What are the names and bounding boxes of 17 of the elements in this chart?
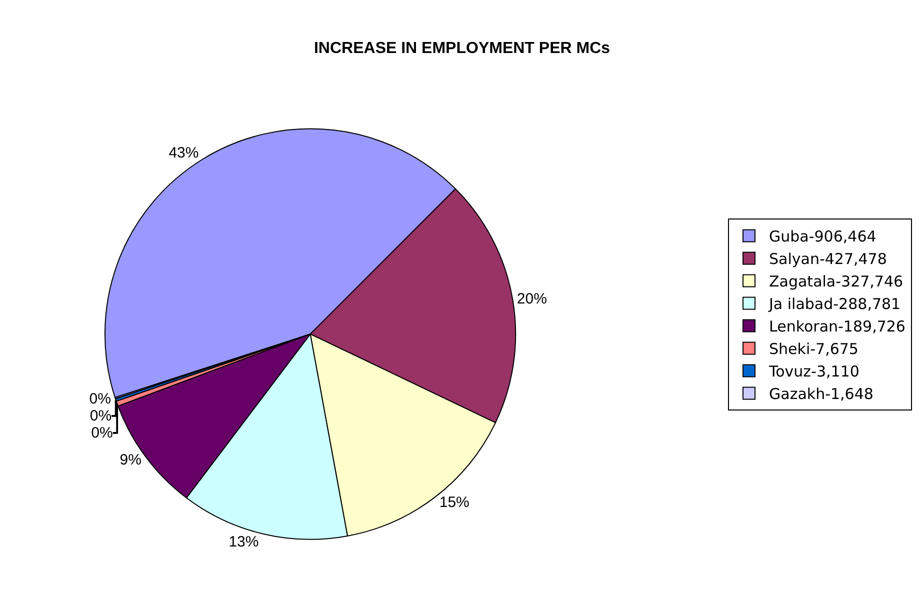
data-label: 9%	[120, 451, 142, 468]
data-label: 20%	[516, 290, 547, 308]
legend-label: Salyan-427,478	[769, 250, 887, 268]
data-label: 0%	[90, 407, 112, 424]
legend-label: Ja ilabad-288,781	[768, 295, 901, 314]
legend-label: Tovuz-3,110	[768, 362, 860, 381]
data-label: 0%	[91, 424, 113, 442]
data-label: 13%	[228, 533, 259, 550]
legend-label: Guba-906,464	[769, 228, 876, 246]
legend-label: Lenkoran-189,726	[769, 318, 906, 336]
legend-label: Zagatala-327,746	[769, 272, 904, 291]
data-label: 15%	[439, 494, 470, 511]
legend-label: Gazakh-1,648	[769, 385, 874, 404]
data-label: 0%	[89, 390, 111, 408]
chart-title: INCREASE IN EMPLOYMENT PER MCs	[314, 40, 610, 57]
data-label: 43%	[168, 144, 199, 162]
legend-label: Sheki-7,675	[769, 340, 858, 358]
